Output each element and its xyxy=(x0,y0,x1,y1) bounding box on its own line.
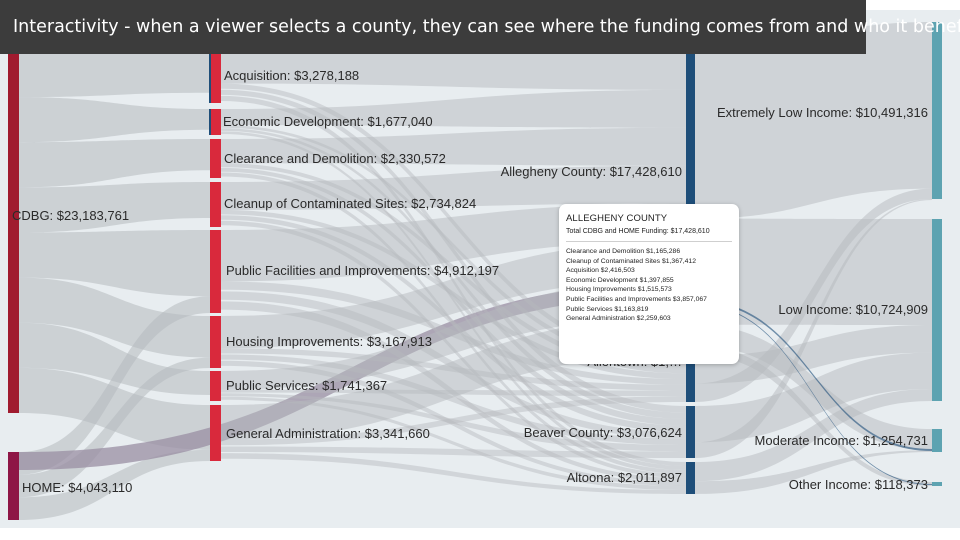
sankey-nodes xyxy=(8,22,942,520)
flow-link[interactable] xyxy=(695,199,932,458)
flow-link[interactable] xyxy=(19,97,210,143)
node-recipients[interactable] xyxy=(686,356,695,402)
flow-link[interactable] xyxy=(695,389,932,482)
node-label: Public Services: $1,741,367 xyxy=(226,378,387,393)
node-activities[interactable] xyxy=(210,139,221,178)
flow-link[interactable] xyxy=(695,345,932,486)
tooltip-row: Public Facilities and Improvements $3,85… xyxy=(566,295,707,303)
flow-link[interactable] xyxy=(19,52,210,98)
flow-link[interactable] xyxy=(19,367,210,450)
tooltip-row: Acquisition $2,416,503 xyxy=(566,267,635,275)
flow-link[interactable] xyxy=(19,230,210,297)
flow-link[interactable] xyxy=(19,277,210,358)
tooltip-title: ALLEGHENY COUNTY xyxy=(566,213,668,224)
node-activities[interactable] xyxy=(210,109,221,135)
node-label: Extremely Low Income: $10,491,316 xyxy=(717,105,928,120)
node-activities[interactable] xyxy=(210,371,221,401)
flow-link[interactable] xyxy=(695,218,932,326)
node-accent[interactable] xyxy=(209,109,211,135)
flow-link[interactable] xyxy=(19,449,210,520)
node-activities[interactable] xyxy=(210,230,221,313)
node-beneficiaries[interactable] xyxy=(932,482,942,486)
flow-link[interactable] xyxy=(221,396,686,446)
node-label: Economic Development: $1,677,040 xyxy=(223,114,433,129)
node-label: Clearance and Demolition: $2,330,572 xyxy=(224,151,446,166)
tooltip-row: Housing Improvements $1,515,573 xyxy=(566,286,672,294)
tooltip-total: Total CDBG and HOME Funding: $17,428,610 xyxy=(566,228,732,242)
node-label: Acquisition: $3,278,188 xyxy=(224,68,359,83)
node-label: Other Income: $118,373 xyxy=(789,477,928,492)
flow-link[interactable] xyxy=(19,182,210,233)
node-accent[interactable] xyxy=(209,52,211,103)
flow-link[interactable] xyxy=(221,354,686,445)
flow-link-highlight[interactable] xyxy=(695,300,932,451)
node-label: Moderate Income: $1,254,731 xyxy=(755,433,928,448)
node-beneficiaries[interactable] xyxy=(932,429,942,452)
tooltip-row: Economic Development $1,397,855 xyxy=(566,276,674,284)
sankey-links xyxy=(19,22,932,520)
flow-link[interactable] xyxy=(695,188,932,402)
node-label: Housing Improvements: $3,167,913 xyxy=(226,334,432,349)
node-label: Public Facilities and Improvements: $4,9… xyxy=(226,263,499,278)
sankey-labels: CDBG: $23,183,761 HOME: $4,043,110 Acquisi… xyxy=(12,68,928,495)
flow-link[interactable] xyxy=(221,163,686,374)
node-beneficiaries[interactable] xyxy=(932,219,942,401)
node-beneficiaries[interactable] xyxy=(932,22,942,199)
flow-link[interactable] xyxy=(19,296,210,475)
node-label: Beaver County: $3,076,624 xyxy=(524,425,682,440)
node-label: Allegheny County: $17,428,610 xyxy=(501,164,682,179)
node-activities[interactable] xyxy=(210,405,221,461)
node-recipients[interactable] xyxy=(686,406,695,458)
flow-link[interactable] xyxy=(221,396,686,490)
banner-text: Interactivity - when a viewer selects a … xyxy=(13,17,960,37)
node-recipients[interactable] xyxy=(686,52,695,355)
flow-link[interactable] xyxy=(19,139,210,188)
slide-banner: Interactivity - when a viewer selects a … xyxy=(0,0,960,54)
flow-link[interactable] xyxy=(221,128,686,420)
node-activities[interactable] xyxy=(210,316,221,368)
tooltip-row: Clearance and Demolition $1,165,286 xyxy=(566,248,681,255)
node-label: HOME: $4,043,110 xyxy=(22,480,132,495)
tooltip-row: Public Services $1,163,819 xyxy=(566,305,649,313)
node-activities[interactable] xyxy=(210,182,221,227)
node-recipients[interactable] xyxy=(686,462,695,494)
flow-link[interactable] xyxy=(221,89,686,128)
flow-link-highlight[interactable] xyxy=(695,304,932,485)
node-sources[interactable] xyxy=(8,452,19,520)
flow-link[interactable] xyxy=(221,165,686,210)
tooltip-row: General Administration $2,259,603 xyxy=(566,315,671,323)
flow-link[interactable] xyxy=(695,22,932,219)
node-label: Altoona: $2,011,897 xyxy=(567,470,682,485)
tooltip-breakdown: Clearance and Demolition $1,165,286 Clea… xyxy=(566,247,732,324)
tooltip-row: Cleanup of Contaminated Sites $1,367,412 xyxy=(566,257,696,265)
flow-link[interactable] xyxy=(221,215,686,432)
flow-link[interactable] xyxy=(221,360,686,486)
flow-link[interactable] xyxy=(221,127,686,166)
node-label: Cleanup of Contaminated Sites: $2,734,82… xyxy=(224,196,476,211)
flow-link[interactable] xyxy=(221,172,686,475)
county-tooltip: ALLEGHENY COUNTY Total CDBG and HOME Fun… xyxy=(559,204,739,364)
flow-link[interactable] xyxy=(221,393,686,452)
node-label: General Administration: $3,341,660 xyxy=(226,426,430,441)
node-label: CDBG: $23,183,761 xyxy=(12,208,129,223)
node-sources[interactable] xyxy=(8,52,19,413)
node-activities[interactable] xyxy=(210,52,221,103)
flow-link[interactable] xyxy=(695,450,932,494)
flow-link[interactable] xyxy=(221,446,686,458)
node-label: Low Income: $10,724,909 xyxy=(778,302,928,317)
flow-link[interactable] xyxy=(221,52,686,90)
flow-link[interactable] xyxy=(221,453,686,494)
